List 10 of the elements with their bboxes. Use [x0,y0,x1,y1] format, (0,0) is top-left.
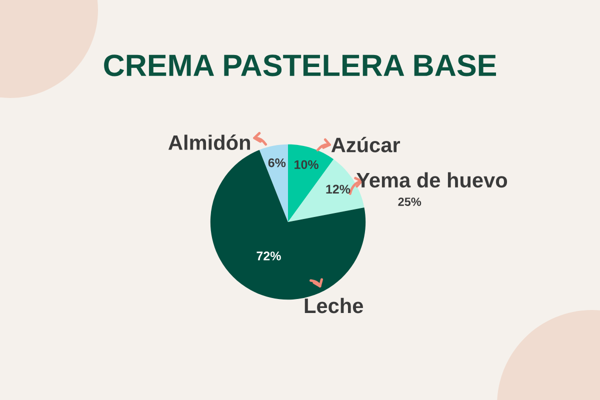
slice-label: Azúcar [331,136,400,152]
data-label: 10% [294,160,318,170]
text: 25% [398,198,422,206]
data-label: 6% [268,158,286,168]
slice-label: Almidón [168,134,250,150]
slice-label: Leche [304,298,363,314]
data-label: 72% [256,252,281,260]
data-label: 12% [326,184,350,194]
pie-slice [259,144,288,222]
chart-title: CREMA PASTELERA BASE [104,54,496,76]
